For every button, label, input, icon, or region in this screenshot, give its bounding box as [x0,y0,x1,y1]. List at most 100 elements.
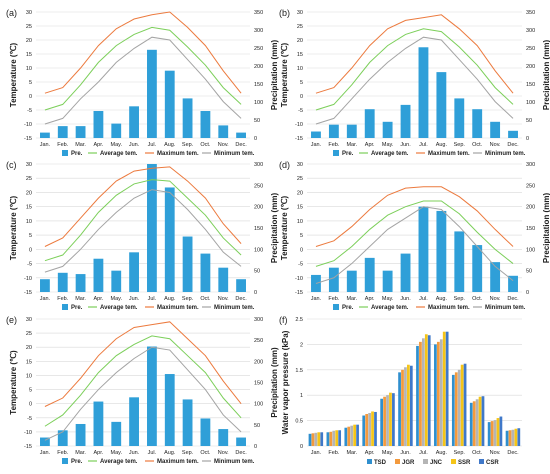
x-tick-label: Dec. [507,450,519,456]
precipitation-bar-may [111,270,122,292]
legend-label: Maximum tem. [157,305,199,311]
y-tick-label-left: 30 [26,162,32,168]
x-tick-label: Jul. [419,296,428,302]
y-tick-label-left: -10 [24,122,32,128]
vapor-bar-ssr-apr [371,411,374,446]
x-tick-label: Oct. [472,296,483,302]
series-line-minimum [44,346,242,441]
y-tick-label: 0 [300,444,303,450]
y-tick-label-right: 300 [254,317,263,323]
x-tick-label: Sep. [182,296,194,302]
series-line-average [44,26,242,111]
precipitation-bar-feb [328,267,339,292]
vapor-bar-jgr-may [383,396,386,446]
x-tick-label: Mar. [346,296,357,302]
y-tick-label-right: 150 [526,226,535,232]
vapor-bar-tsd-may [380,398,384,446]
legend-label: CSR [486,460,499,466]
y-tick-label-right: 250 [526,183,535,189]
precipitation-bar-jul [418,47,429,138]
series-line-average [44,335,242,427]
series-line-maximum [44,321,242,407]
x-tick-label: Nov. [218,450,229,456]
legend-label: Maximum tem. [428,305,470,311]
precipitation-bar-feb [328,124,339,138]
legend-swatch-tsd [367,459,372,464]
vapor-bar-jgr-sep [454,372,458,446]
x-tick-label: Dec. [507,296,519,302]
vapor-bar-csr-apr [374,411,377,446]
vapor-bar-tsd-feb [326,432,330,446]
x-tick-label: Apr. [94,142,104,148]
x-tick-label: Dec. [235,142,247,148]
legend-label: TSD [374,460,387,466]
x-tick-label: Sep. [182,450,194,456]
vapor-bar-ssr-may [389,392,392,446]
precipitation-bar-jan [311,274,321,292]
y-axis-title-right: Precipitation (mm) [542,40,550,111]
y-tick-label-right: 100 [526,247,535,253]
y-tick-label-right: 0 [526,290,529,296]
precipitation-bar-apr [93,111,104,138]
vapor-bar-jnc-nov [493,420,497,446]
y-tick-label-right: 200 [526,64,535,70]
y-tick-label-left: 0 [29,402,32,408]
x-tick-label: Jul. [419,142,428,148]
x-tick-label: Feb. [57,450,68,456]
y-tick-label: 1 [300,393,303,399]
y-tick-label-left: 0 [300,94,303,100]
x-tick-label: Oct. [200,142,211,148]
y-tick-label-right: 50 [254,118,260,124]
y-tick-label-left: -5 [298,108,303,114]
precipitation-bar-oct [472,109,483,138]
y-tick-label-right: 0 [526,136,529,142]
precipitation-bar-jul [147,346,157,446]
y-tick-label-left: 20 [297,38,303,44]
vapor-bar-ssr-jul [424,334,428,446]
precipitation-bar-apr [93,401,104,446]
y-tick-label: 1.5 [295,368,303,374]
precipitation-bar-sep [182,236,193,292]
x-tick-label: Nov. [490,296,501,302]
y-axis-title-left: Temperature (℃) [9,42,18,107]
legend-swatch-ssr [451,459,456,464]
vapor-bar-csr-jan [320,432,324,446]
legend-label: Minimum tem. [485,305,526,311]
series-line-minimum [315,36,514,125]
vapor-bar-csr-dec [517,428,521,446]
x-tick-label: Dec. [235,296,247,302]
precipitation-bar-nov [218,429,229,446]
x-tick-label: Nov. [218,142,229,148]
x-tick-label: Mar. [75,296,86,302]
vapor-bar-csr-may [392,393,395,446]
x-tick-label: Nov. [218,296,229,302]
y-tick-label-left: -5 [298,262,303,268]
x-tick-label: May. [382,450,394,456]
y-tick-label-right: 200 [526,205,535,211]
legend-swatch-precipitation [333,150,339,156]
vapor-bar-jnc-aug [439,339,443,446]
legend-swatch-precipitation [62,150,68,156]
y-tick-label-left: -5 [27,416,32,422]
legend-swatch-jnc [423,459,428,464]
y-tick-label-left: 30 [26,10,32,16]
y-tick-label-left: -10 [295,276,303,282]
vapor-bar-jgr-dec [508,430,512,446]
legend-label: SSR [458,460,471,466]
vapor-bar-jnc-jan [314,432,318,446]
y-tick-label-left: -5 [27,262,32,268]
precipitation-bar-jun [400,104,411,138]
chart-panel-e: (e)-15-10-505101520253005010015020025030… [6,315,279,465]
x-tick-label: May. [110,296,122,302]
vapor-bar-tsd-jul [416,345,419,446]
y-tick-label-left: -5 [27,108,32,114]
y-tick-label-right: 300 [254,28,263,34]
x-tick-label: Jun. [129,296,140,302]
y-tick-label-left: 20 [26,190,32,196]
vapor-bar-jnc-dec [511,429,515,446]
vapor-bar-jnc-jul [421,338,425,446]
x-tick-label: Sep. [454,296,466,302]
y-tick-label-left: -15 [24,444,32,450]
legend-label: Pre. [71,151,83,157]
